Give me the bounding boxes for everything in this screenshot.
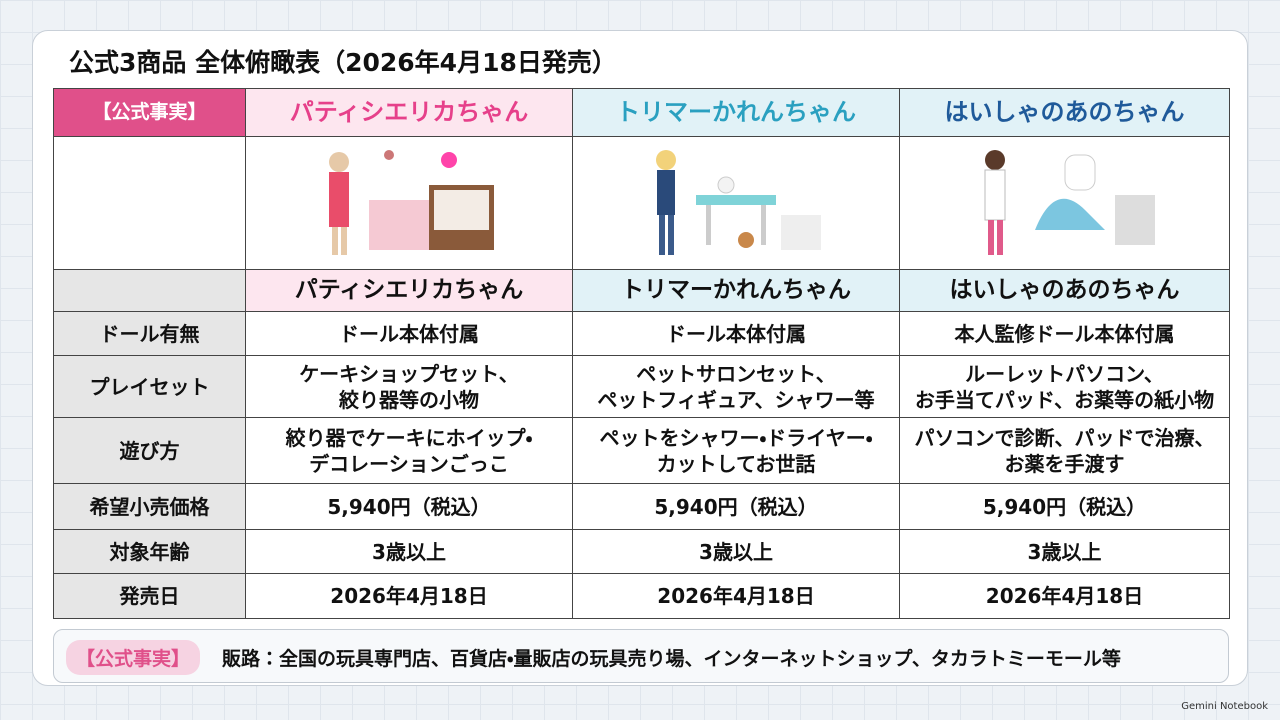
illustration [656,150,821,255]
name-cell: パティシエリカちゃん [245,269,573,312]
table-cell: 5,940円（税込） [899,483,1230,530]
table-cell: ペットサロンセット、 ペットフィギュア、シャワー等 [572,355,900,418]
label-cell: ドール有無 [53,311,246,356]
table-cell: 3歳以上 [572,529,900,574]
illustration [984,150,1155,255]
illustration [329,150,494,255]
table-row: 対象年齢 3歳以上 3歳以上 3歳以上 [53,529,1230,574]
table-row: 遊び方 絞り器でケーキにホイップ・ デコレーションごっこ ペットをシャワー・ドライヤ… [53,417,1230,484]
label-cell: プレイセット [53,355,246,418]
empty-cell [53,136,246,270]
product-image [572,136,900,270]
header-cell: 【公式事実】 [53,88,246,137]
header-cell: はいしゃのあのちゃん [899,88,1230,137]
label-cell: 対象年齢 [53,529,246,574]
name-cell: はいしゃのあのちゃん [899,269,1230,312]
table-cell: 2026年4月18日 [899,573,1230,619]
table-cell: ケーキショップセット、 絞り器等の小物 [245,355,573,418]
label-cell: 発売日 [53,573,246,619]
header-cell: パティシエリカちゃん [245,88,573,137]
header-cell: トリマーかれんちゃん [572,88,900,137]
name-cell: トリマーかれんちゃん [572,269,900,312]
table-cell: ペットをシャワー・ドライヤー・ カットしてお世話 [572,417,900,484]
title: 公式3商品 全体俯瞰表（2026年4月18日発売） [69,48,617,77]
table-cell: ドール本体付属 [245,311,573,356]
table-cell: ルーレットパソコン、 お手当てパッド、お薬等の紙小物 [899,355,1230,418]
table-row: 発売日 2026年4月18日 2026年4月18日 2026年4月18日 [53,573,1230,619]
table-cell: 絞り器でケーキにホイップ・ デコレーションごっこ [245,417,573,484]
label-cell: 希望小売価格 [53,483,246,530]
footer: 【公式事実】 販路：全国の玩具専門店、百貨店・量販店の玩具売り場、インターネット… [53,629,1229,683]
footer-text: 販路：全国の玩具専門店、百貨店・量販店の玩具売り場、インターネットショップ、タカ… [222,648,1121,670]
table-cell: パソコンで診断、パッドで治療、 お薬を手渡す [899,417,1230,484]
label-cell: 遊び方 [53,417,246,484]
table: 【公式事実】 パティシエリカちゃん トリマーかれんちゃん はいしゃのあのちゃん … [53,88,1230,619]
table-cell: 3歳以上 [899,529,1230,574]
table-cell: 2026年4月18日 [245,573,573,619]
table-row: ドール有無 ドール本体付属 ドール本体付属 本人監修ドール本体付属 [53,311,1230,356]
badge: 【公式事実】 [66,640,201,675]
watermark: Gemini Notebook [1181,701,1268,712]
label-cell [53,269,246,312]
table-cell: ドール本体付属 [572,311,900,356]
table-cell: 本人監修ドール本体付属 [899,311,1230,356]
table-row: プレイセット ケーキショップセット、 絞り器等の小物 ペットサロンセット、 ペットフ… [53,355,1230,418]
table-cell: 5,940円（税込） [572,483,900,530]
table-cell: 2026年4月18日 [572,573,900,619]
card: 公式3商品 全体俯瞰表（2026年4月18日発売） 【公式事実】 パティシエリカ… [32,30,1248,686]
product-image [245,136,573,270]
table-cell: 5,940円（税込） [245,483,573,530]
product-image [899,136,1230,270]
table-row: 希望小売価格 5,940円（税込） 5,940円（税込） 5,940円（税込） [53,483,1230,530]
table-cell: 3歳以上 [245,529,573,574]
